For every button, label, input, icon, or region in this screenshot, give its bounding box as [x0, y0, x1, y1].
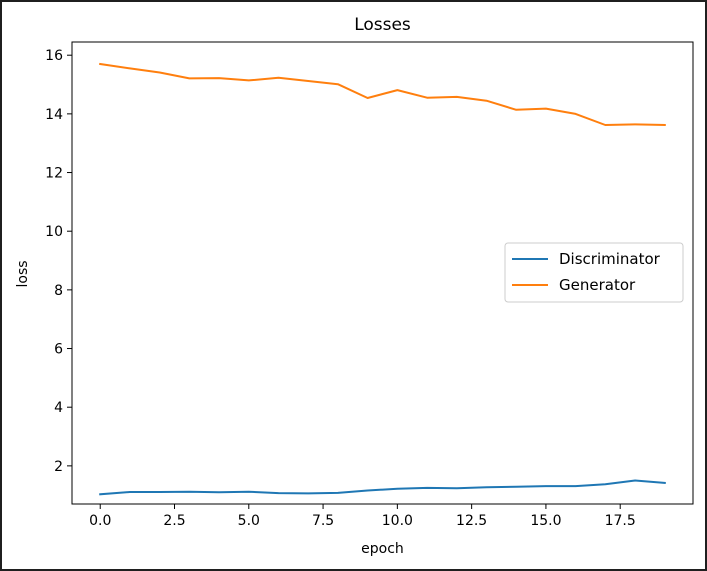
x-tick-label: 17.5 [605, 513, 636, 529]
plot-area [71, 41, 694, 505]
y-tick-label: 6 [54, 342, 63, 358]
legend-label-generator: Generator [559, 276, 636, 294]
series-line-generator [99, 62, 666, 127]
y-axis-label: loss [15, 260, 31, 287]
legend-box [504, 242, 684, 303]
y-tick-label: 2 [54, 459, 63, 475]
x-tick-label: 2.5 [163, 513, 185, 529]
plot-frame [71, 41, 694, 505]
legend: Discriminator Generator [504, 242, 684, 303]
y-axis-ticks: 2 4 6 8 10 12 14 16 [45, 48, 72, 475]
x-axis-label: epoch [361, 541, 404, 557]
x-tick-label: 15.0 [530, 513, 561, 529]
chart-title: Losses [354, 15, 411, 35]
x-axis-ticks: 0.0 2.5 5.0 7.5 10.0 12.5 15.0 17.5 [89, 504, 636, 529]
x-tick-label: 7.5 [312, 513, 334, 529]
series-line-discriminator [99, 479, 666, 496]
y-tick-label: 10 [45, 224, 63, 240]
x-tick-label: 12.5 [456, 513, 487, 529]
y-tick-label: 4 [54, 400, 63, 416]
y-tick-label: 14 [45, 107, 63, 123]
y-tick-label: 8 [54, 283, 63, 299]
y-tick-label: 12 [45, 166, 63, 182]
x-tick-label: 5.0 [238, 513, 260, 529]
legend-label-discriminator: Discriminator [559, 250, 661, 268]
y-tick-label: 16 [45, 48, 63, 64]
x-tick-label: 10.0 [382, 513, 413, 529]
x-tick-label: 0.0 [89, 513, 111, 529]
